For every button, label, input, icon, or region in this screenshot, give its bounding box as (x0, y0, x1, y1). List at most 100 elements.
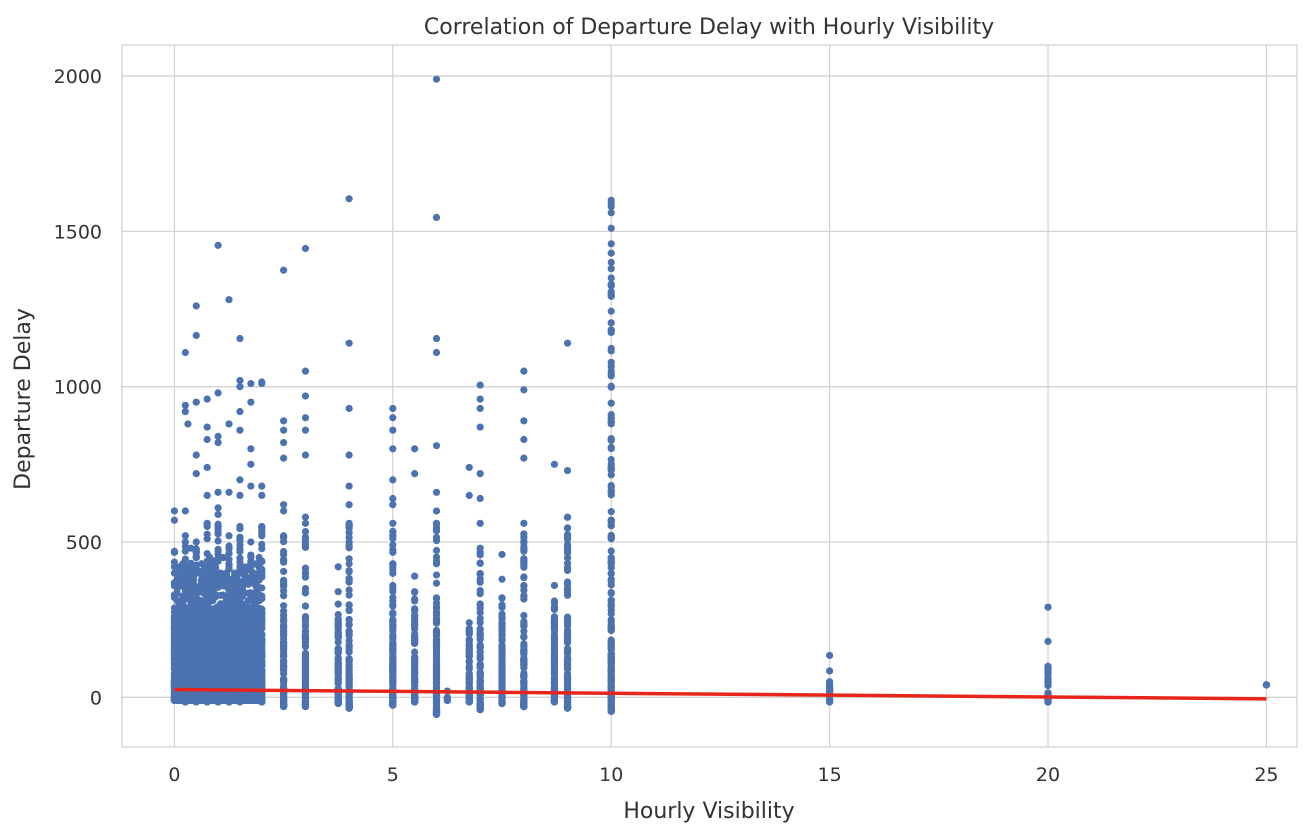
data-point (520, 640, 528, 648)
data-point (476, 586, 484, 595)
outlier-point (301, 367, 310, 375)
data-point (520, 617, 528, 626)
outlier-point (432, 334, 441, 343)
data-point (280, 567, 288, 576)
plot-frame (121, 44, 1298, 748)
data-point (476, 551, 484, 559)
outlier-point (389, 426, 397, 434)
data-point (247, 538, 255, 546)
outlier-point (498, 550, 506, 559)
data-point (301, 616, 310, 624)
data-point (301, 703, 310, 711)
data-point (520, 582, 528, 590)
outlier-point (192, 451, 200, 459)
data-point (214, 547, 222, 556)
outlier-point (247, 460, 255, 468)
data-point (258, 657, 266, 665)
outlier-point (520, 454, 528, 462)
outlier-point (520, 386, 528, 394)
outlier-point (181, 348, 189, 357)
data-point (181, 547, 189, 555)
data-point (498, 594, 506, 602)
data-point (203, 519, 211, 527)
data-point (301, 675, 310, 683)
data-point (280, 651, 288, 659)
data-point (258, 623, 266, 632)
outlier-point (345, 339, 353, 347)
outlier-point (476, 470, 484, 478)
data-point (476, 614, 484, 623)
outlier-point (280, 501, 288, 509)
outlier-point (334, 588, 342, 596)
outlier-point (389, 501, 397, 509)
data-point (334, 699, 342, 708)
data-point (432, 696, 441, 704)
data-point (258, 573, 266, 581)
data-point (432, 643, 441, 651)
data-point (280, 703, 288, 711)
data-point (411, 588, 419, 596)
data-point (389, 634, 397, 642)
outlier-point (334, 563, 342, 571)
data-point (334, 638, 342, 646)
data-point (334, 667, 342, 675)
data-point (465, 698, 473, 706)
outlier-point (236, 476, 244, 484)
data-point (345, 606, 353, 614)
data-point (465, 662, 473, 670)
data-point (411, 648, 419, 656)
outlier-point (181, 407, 189, 416)
outlier-point (214, 389, 222, 397)
data-point (476, 706, 484, 714)
data-point (225, 563, 233, 571)
data-point (280, 532, 288, 540)
data-point (334, 600, 342, 608)
data-point (520, 547, 528, 555)
data-point (389, 569, 397, 577)
data-point (345, 560, 353, 568)
data-point (345, 676, 353, 684)
outlier-point (280, 507, 288, 515)
data-point (225, 532, 233, 540)
data-point (389, 662, 397, 671)
data-point (345, 641, 353, 649)
outlier-point (214, 438, 222, 447)
data-point (345, 627, 353, 635)
data-point (498, 632, 506, 640)
data-point (280, 641, 288, 649)
data-point (389, 701, 397, 709)
data-point (190, 576, 198, 585)
data-point (280, 587, 288, 595)
data-point (280, 635, 288, 643)
data-point (206, 553, 214, 562)
outlier-point (345, 195, 353, 203)
data-point (520, 519, 528, 527)
data-point (498, 677, 506, 686)
data-point (432, 519, 441, 527)
data-point (301, 632, 310, 640)
outlier-point (498, 575, 506, 583)
outlier-point (465, 463, 473, 472)
data-point (170, 547, 179, 555)
outlier-point (225, 296, 233, 304)
data-point (203, 535, 211, 543)
outlier-point (236, 491, 244, 499)
data-point (432, 560, 441, 568)
outlier-point (203, 435, 211, 444)
data-point (411, 606, 419, 615)
outlier-point (184, 420, 192, 428)
data-point (280, 677, 288, 685)
outlier-point (411, 470, 419, 478)
outlier-point (192, 302, 200, 310)
data-point (432, 536, 441, 545)
data-point (280, 658, 288, 666)
outlier-point (389, 404, 397, 413)
data-point (170, 569, 179, 577)
outlier-point (389, 414, 397, 422)
outlier-point (345, 451, 353, 459)
outlier-point (247, 398, 255, 406)
data-point (214, 522, 222, 530)
data-point (432, 546, 441, 554)
data-point (301, 536, 310, 544)
outlier-point (476, 381, 484, 389)
